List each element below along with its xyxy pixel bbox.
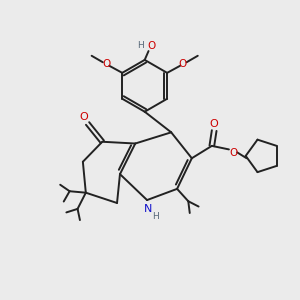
Text: O: O — [80, 112, 88, 122]
Text: O: O — [148, 41, 156, 51]
Text: H: H — [137, 41, 144, 50]
Text: N: N — [143, 204, 152, 214]
Text: O: O — [178, 59, 187, 69]
Text: H: H — [152, 212, 159, 221]
Text: O: O — [103, 59, 111, 69]
Text: O: O — [229, 148, 238, 158]
Text: O: O — [210, 119, 219, 129]
